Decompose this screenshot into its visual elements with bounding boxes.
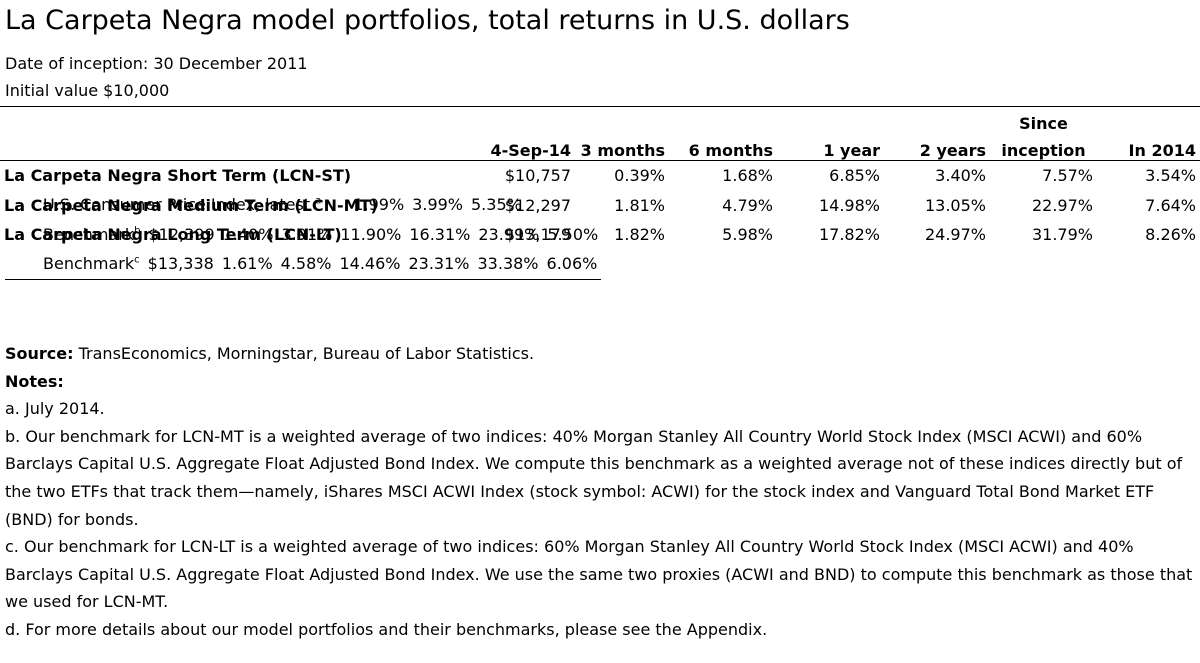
header-in-2014: In 2014	[1128, 141, 1196, 160]
source-line: Source: TransEconomics, Morningstar, Bur…	[5, 340, 1195, 368]
note-a: a. July 2014.	[5, 399, 105, 419]
table-row: La Carpeta Negra Short Term (LCN-ST) $10,…	[0, 161, 1200, 191]
source-text: TransEconomics, Morningstar, Bureau of L…	[78, 344, 535, 363]
cell-2-years: 16.31%	[409, 224, 471, 244]
table-row: Benchmarkc $13,338 1.61% 4.58% 14.46% 23.31% 3…	[5, 250, 602, 280]
cell-2-years: 3.40%	[935, 166, 986, 186]
cell-in-2014: 3.54%	[1145, 166, 1196, 186]
cell-since-inception: 22.97%	[1031, 195, 1093, 215]
header-2-years: 2 years	[919, 141, 986, 160]
row-label: La Carpeta Negra Short Term (LCN-ST)	[4, 166, 352, 186]
cell-3-months: 1.82%	[614, 225, 665, 245]
cell-6-months	[341, 191, 349, 221]
notes-section: Source: TransEconomics, Morningstar, Bur…	[5, 340, 1195, 644]
notes-label: Notes:	[5, 371, 64, 391]
note-b: b. Our benchmark for LCN-MT is a weighte…	[5, 426, 1183, 529]
cell-3-months: 1.40%	[222, 224, 274, 244]
initial-value: Initial value $10,000	[5, 81, 170, 100]
cell-3-months: 1.81%	[614, 195, 665, 215]
table-row: Benchmarkb $12,399 1.40% 3.91% 11.90% 16.31% 2…	[5, 220, 602, 250]
table-header-row-1: Since	[0, 106, 1200, 133]
cell-since-inception: 23.99%	[478, 224, 540, 244]
cell-1-year: 1.99%	[353, 195, 405, 215]
cell-2-years: 23.31%	[408, 254, 470, 274]
cell-since-inception: 31.79%	[1031, 225, 1093, 245]
cell-1-year: 6.85%	[829, 166, 880, 186]
table-row: La Carpeta Negra Medium Term (LCN-MT) $12…	[0, 191, 1200, 221]
cell-2-years: 13.05%	[924, 195, 986, 215]
header-inception: inception	[1001, 141, 1086, 160]
cell-1-year: 14.46%	[339, 254, 401, 274]
inception-date: Date of inception: 30 December 2011	[5, 54, 308, 73]
cell-value: $12,399	[148, 224, 215, 244]
header-3-months: 3 months	[580, 141, 665, 160]
returns-table: Since 4-Sep-14 3 months 6 months 1 year …	[0, 106, 1200, 280]
table-row: U.S. Consumer Price Index, latest a 1.99%…	[5, 191, 534, 221]
note-d: d. For more details about our model port…	[5, 619, 768, 639]
page-title: La Carpeta Negra model portfolios, total…	[5, 5, 850, 36]
table-row: La Carpeta Negra Long Term (LCN-LT) $13,1…	[0, 220, 1200, 250]
cell-value: $10,757	[504, 166, 571, 186]
row-label: La Carpeta Negra Long Term (LCN-LT)	[4, 225, 342, 245]
cell-value: $13,338	[147, 254, 214, 274]
cell-2-years: 24.97%	[924, 225, 986, 245]
cell-6-months: 4.79%	[722, 195, 773, 215]
note-c: c. Our benchmark for LCN-LT is a weighte…	[5, 537, 1193, 612]
footnote-marker: a	[315, 195, 322, 207]
cell-in-2014	[526, 191, 534, 221]
source-label: Source:	[5, 344, 74, 363]
cell-3-months	[333, 191, 341, 221]
cell-6-months: 5.98%	[722, 225, 773, 245]
cell-6-months: 3.91%	[281, 224, 333, 244]
cell-in-2014: 8.26%	[1145, 225, 1196, 245]
cell-in-2014: 6.06%	[546, 254, 598, 274]
cell-6-months: 1.68%	[722, 166, 773, 186]
cell-in-2014: 5.50%	[547, 224, 599, 244]
cell-1-year: 11.90%	[340, 224, 402, 244]
row-label: La Carpeta Negra Medium Term (LCN-MT)	[4, 195, 378, 215]
cell-3-months: 1.61%	[221, 254, 273, 274]
cell-value: $13,179	[504, 225, 571, 245]
cell-since-inception: 7.57%	[1042, 166, 1093, 186]
cell-6-months: 4.58%	[280, 254, 332, 274]
cell-value: $12,297	[504, 195, 571, 215]
footnote-marker: b	[134, 225, 141, 237]
header-since: Since	[1019, 114, 1068, 133]
row-label: Benchmarkb	[43, 224, 141, 244]
cell-since-inception: 33.38%	[477, 254, 539, 274]
header-date: 4-Sep-14	[490, 141, 571, 160]
table-body: La Carpeta Negra Short Term (LCN-ST) $10,…	[0, 161, 1200, 280]
cell-1-year: 17.82%	[818, 225, 880, 245]
row-label: Benchmarkc	[43, 254, 140, 274]
cell-2-years: 3.99%	[412, 195, 463, 215]
cell-value	[325, 191, 333, 221]
table-header-row-2: 4-Sep-14 3 months 6 months 1 year 2 year…	[0, 133, 1200, 161]
cell-in-2014: 7.64%	[1145, 195, 1196, 215]
cell-1-year: 14.98%	[818, 195, 880, 215]
header-6-months: 6 months	[688, 141, 773, 160]
row-label: U.S. Consumer Price Index, latest a	[43, 195, 322, 215]
header-1-year: 1 year	[823, 141, 880, 160]
cell-since-inception: 5.35%	[471, 195, 522, 215]
footnote-marker: c	[134, 254, 140, 266]
cell-3-months: 0.39%	[614, 166, 665, 186]
